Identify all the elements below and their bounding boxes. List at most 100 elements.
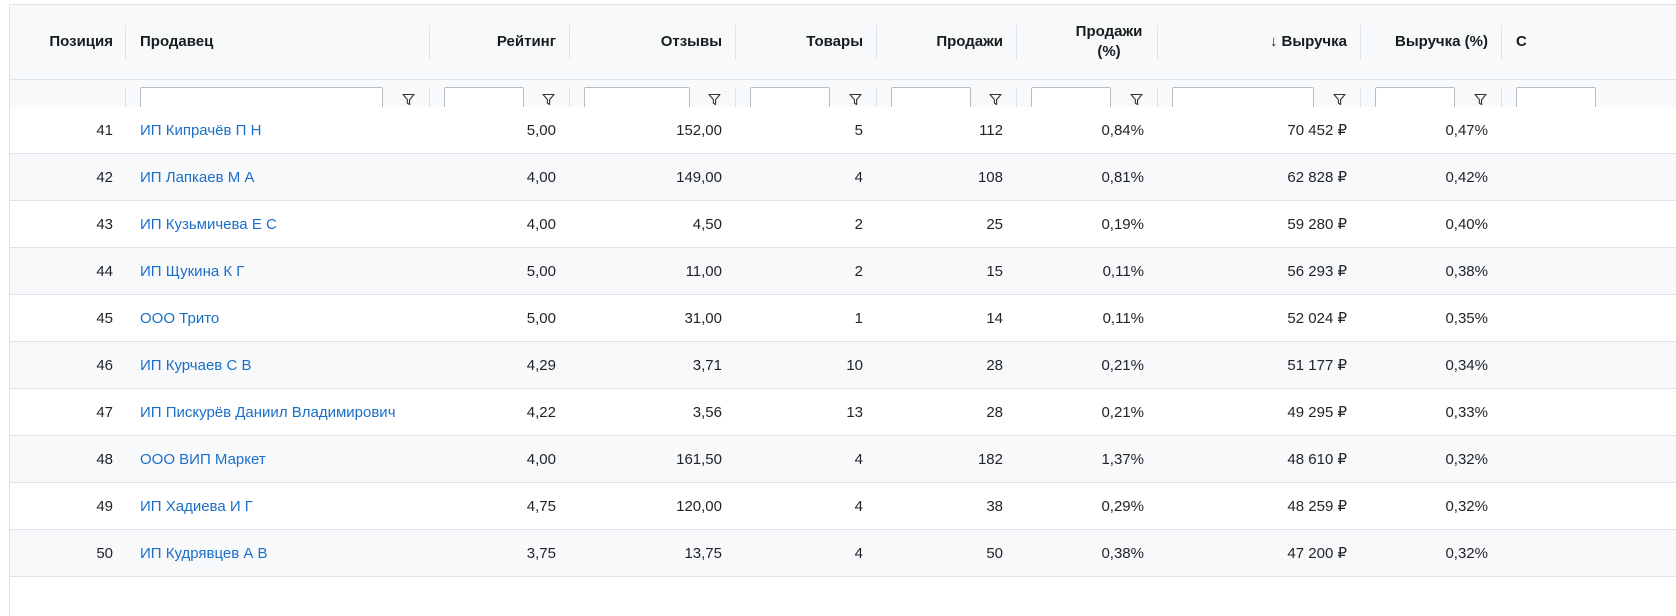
seller-link[interactable]: ИП Кузьмичева Е С <box>140 215 277 233</box>
cell-revenue_pct: 0,32% <box>1361 483 1502 529</box>
cell-sales_pct: 0,84% <box>1017 107 1158 153</box>
table-row[interactable]: 47 ИП Пискурёв Даниил Владимирович 4,22 3,5… <box>10 389 1676 436</box>
cell-value: 108 <box>977 168 1003 186</box>
table-row[interactable]: 42 ИП Лапкаев М А 4,00 149,00 4 108 0,81% 62 82… <box>10 154 1676 201</box>
table-row[interactable]: 44 ИП Щукина К Г 5,00 11,00 2 15 0,11% 56 293 ₽… <box>10 248 1676 295</box>
seller-link[interactable]: ИП Кудрявцев А В <box>140 544 268 562</box>
cell-value: 10 <box>846 356 863 374</box>
seller-link[interactable]: ИП Кипрачёв П Н <box>140 121 262 139</box>
filter-icon[interactable] <box>540 91 556 107</box>
cell-revenue_pct: 0,34% <box>1361 342 1502 388</box>
cell-sales_pct: 0,19% <box>1017 201 1158 247</box>
cell-rating: 4,75 <box>430 483 570 529</box>
cell-revenue_pct: 0,35% <box>1361 295 1502 341</box>
column-header-revenue[interactable]: ↓ Выручка <box>1158 5 1361 79</box>
cell-value: 44 <box>96 262 113 280</box>
cell-rating: 4,22 <box>430 389 570 435</box>
filter-icon[interactable] <box>1128 91 1144 107</box>
seller-link[interactable]: ИП Щукина К Г <box>140 262 245 280</box>
column-header-seller[interactable]: Продавец <box>126 5 430 79</box>
cell-reviews: 149,00 <box>570 154 736 200</box>
cell-reviews: 13,75 <box>570 530 736 576</box>
column-header-sales[interactable]: Продажи <box>877 5 1017 79</box>
cell-value: 48 610 ₽ <box>1287 451 1347 468</box>
filter-icon[interactable] <box>400 91 416 107</box>
table-row[interactable]: 45 ООО Трито 5,00 31,00 1 14 0,11% 52 024 ₽ 0,35… <box>10 295 1676 342</box>
cell-value: 5 <box>854 121 863 139</box>
cell-value: 70 452 ₽ <box>1287 122 1347 139</box>
cell-value: 50 <box>986 544 1003 562</box>
cell-value: 4,00 <box>526 450 556 468</box>
column-header-reviews[interactable]: Отзывы <box>570 5 736 79</box>
filter-icon[interactable] <box>987 91 1003 107</box>
table-row[interactable]: 49 ИП Хадиева И Г 4,75 120,00 4 38 0,29% 48 259… <box>10 483 1676 530</box>
cell-seller[interactable]: ИП Лапкаев М А <box>126 154 430 200</box>
cell-value: 5,00 <box>526 309 556 327</box>
cell-value: 4,00 <box>526 168 556 186</box>
column-header-products[interactable]: Товары <box>736 5 877 79</box>
cell-value: 13,75 <box>684 544 722 562</box>
filter-icon[interactable] <box>1472 91 1488 107</box>
table-row[interactable]: 43 ИП Кузьмичева Е С 4,00 4,50 2 25 0,19% 59 28… <box>10 201 1676 248</box>
header-row: Позиция Продавец Рейтинг Отзывы Товары Продаж… <box>10 5 1676 80</box>
column-header-label: Товары <box>806 33 863 50</box>
cell-value: 0,47% <box>1445 121 1488 139</box>
cell-value: 4,00 <box>526 215 556 233</box>
cell-rating: 4,00 <box>430 201 570 247</box>
cell-value: 0,21% <box>1101 356 1144 374</box>
cell-value: 4,75 <box>526 497 556 515</box>
cell-sales: 50 <box>877 530 1017 576</box>
cell-rating: 4,00 <box>430 436 570 482</box>
cell-sales: 15 <box>877 248 1017 294</box>
cell-seller[interactable]: ИП Кипрачёв П Н <box>126 107 430 153</box>
cell-value: 47 200 ₽ <box>1287 545 1347 562</box>
seller-link[interactable]: ИП Пискурёв Даниил Владимирович <box>140 403 396 421</box>
cell-value: 0,38% <box>1445 262 1488 280</box>
cell-position: 44 <box>10 248 126 294</box>
cell-value: 28 <box>986 403 1003 421</box>
filter-icon[interactable] <box>706 91 722 107</box>
cell-sales_pct: 1,37% <box>1017 436 1158 482</box>
filter-icon[interactable] <box>847 91 863 107</box>
column-header-sales_pct[interactable]: Продажи (%) <box>1017 5 1158 79</box>
column-header-label: Продавец <box>140 33 214 50</box>
cell-seller[interactable]: ООО ВИП Маркет <box>126 436 430 482</box>
seller-link[interactable]: ИП Лапкаев М А <box>140 168 255 186</box>
cell-seller[interactable]: ИП Кузьмичева Е С <box>126 201 430 247</box>
cell-sales: 28 <box>877 342 1017 388</box>
cell-reviews: 11,00 <box>570 248 736 294</box>
cell-position: 47 <box>10 389 126 435</box>
column-header-revenue_pct[interactable]: Выручка (%) <box>1361 5 1502 79</box>
seller-link[interactable]: ИП Курчаев С В <box>140 356 252 374</box>
cell-value: 0,32% <box>1445 450 1488 468</box>
cell-position: 50 <box>10 530 126 576</box>
column-header-more[interactable]: С <box>1502 5 1676 79</box>
seller-link[interactable]: ИП Хадиева И Г <box>140 497 253 515</box>
seller-link[interactable]: ООО ВИП Маркет <box>140 450 266 468</box>
cell-value: 152,00 <box>676 121 722 139</box>
cell-value: 56 293 ₽ <box>1287 263 1347 280</box>
cell-value: 15 <box>986 262 1003 280</box>
cell-seller[interactable]: ИП Хадиева И Г <box>126 483 430 529</box>
cell-value: 47 <box>96 403 113 421</box>
column-header-rating[interactable]: Рейтинг <box>430 5 570 79</box>
cell-seller[interactable]: ИП Пискурёв Даниил Владимирович <box>126 389 430 435</box>
cell-seller[interactable]: ИП Кудрявцев А В <box>126 530 430 576</box>
cell-value: 43 <box>96 215 113 233</box>
table-row[interactable]: 50 ИП Кудрявцев А В 3,75 13,75 4 50 0,38% 47 20… <box>10 530 1676 577</box>
table-row[interactable]: 46 ИП Курчаев С В 4,29 3,71 10 28 0,21% 51 177 … <box>10 342 1676 389</box>
table-row[interactable]: 41 ИП Кипрачёв П Н 5,00 152,00 5 112 0,84% 70 4… <box>10 107 1676 154</box>
cell-value: 149,00 <box>676 168 722 186</box>
cell-position: 49 <box>10 483 126 529</box>
sort-desc-icon[interactable]: ↓ <box>1269 33 1278 50</box>
cell-sales_pct: 0,21% <box>1017 389 1158 435</box>
seller-link[interactable]: ООО Трито <box>140 309 220 327</box>
cell-products: 10 <box>736 342 877 388</box>
column-header-position[interactable]: Позиция <box>10 5 126 79</box>
cell-seller[interactable]: ООО Трито <box>126 295 430 341</box>
filter-icon[interactable] <box>1331 91 1347 107</box>
cell-products: 4 <box>736 483 877 529</box>
cell-seller[interactable]: ИП Щукина К Г <box>126 248 430 294</box>
cell-seller[interactable]: ИП Курчаев С В <box>126 342 430 388</box>
table-row[interactable]: 48 ООО ВИП Маркет 4,00 161,50 4 182 1,37% 48 61… <box>10 436 1676 483</box>
